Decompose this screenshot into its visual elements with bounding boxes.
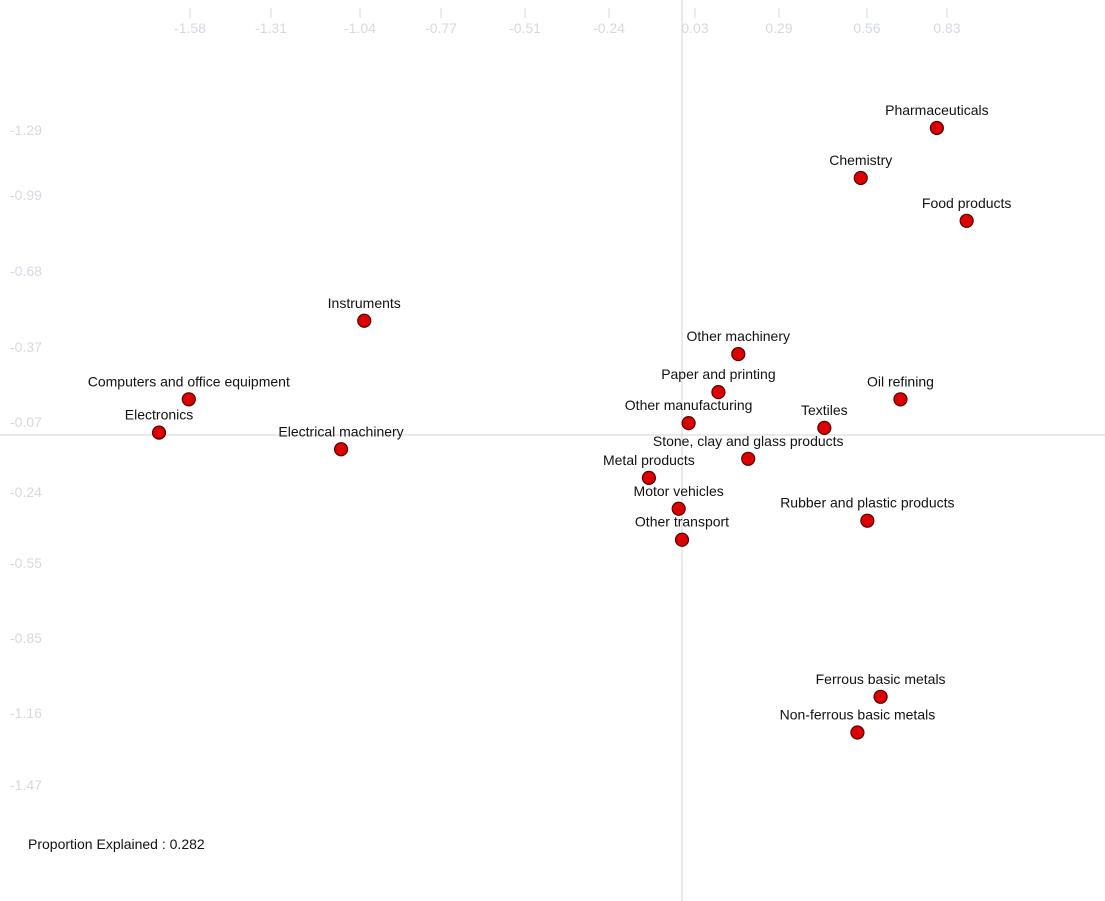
data-point-label: Other machinery	[687, 328, 790, 344]
data-point	[151, 425, 167, 440]
data-point	[333, 442, 349, 457]
data-point-label: Motor vehicles	[634, 483, 724, 499]
data-point	[850, 725, 865, 740]
x-tick-label: -0.51	[509, 20, 541, 36]
data-point	[853, 170, 868, 186]
data-point-label: Rubber and plastic products	[780, 495, 954, 511]
data-point-label: Paper and printing	[661, 366, 775, 382]
data-point-label: Metal products	[603, 452, 695, 468]
y-tick-label: -0.07	[10, 414, 42, 430]
data-point	[929, 120, 944, 136]
data-point-label: Computers and office equipment	[88, 373, 290, 389]
data-point	[741, 451, 756, 466]
data-point-label: Textiles	[801, 402, 848, 418]
data-point	[731, 346, 746, 362]
x-tick-label: -0.24	[593, 20, 625, 36]
data-point-label: Non-ferrous basic metals	[780, 707, 936, 723]
data-point	[671, 501, 686, 516]
data-point-label: Other manufacturing	[625, 397, 753, 413]
data-point	[681, 416, 696, 431]
x-tick-label: -1.58	[174, 20, 206, 36]
y-tick-label: -0.55	[10, 555, 42, 571]
y-tick-label: -1.47	[10, 777, 42, 793]
y-tick-label: -1.29	[10, 122, 42, 138]
data-point-label: Pharmaceuticals	[885, 102, 989, 118]
data-point	[674, 532, 690, 547]
y-tick-label: -1.16	[10, 705, 42, 721]
data-point-label: Other transport	[635, 514, 729, 530]
data-point-label: Chemistry	[829, 152, 892, 168]
x-tick-label: 0.56	[853, 20, 880, 36]
y-tick-labels: -1.29 -0.99 -0.68 -0.37 -0.07 -0.24 -0.55 -0.85…	[10, 122, 42, 793]
data-point-label: Electronics	[125, 407, 193, 423]
data-points: Pharmaceuticals Chemistry Food products Ins…	[88, 102, 1012, 740]
data-point-label: Ferrous basic metals	[816, 671, 946, 687]
data-point-label: Food products	[922, 195, 1012, 211]
data-point	[357, 313, 372, 328]
y-tick-label: -0.24	[10, 484, 42, 500]
data-point-label: Stone, clay and glass products	[653, 433, 844, 449]
x-tick-label: -1.04	[344, 20, 376, 36]
y-tick-label: -0.99	[10, 187, 42, 203]
x-tick-label: 0.03	[681, 20, 708, 36]
data-point	[641, 470, 657, 485]
data-point	[959, 213, 974, 228]
x-tick-labels: -1.58 -1.31 -1.04 -0.77 -0.51 -0.24 0.03 0.29 0.…	[174, 8, 961, 36]
y-tick-label: -0.37	[10, 339, 42, 355]
x-tick-label: -0.77	[425, 20, 457, 36]
y-tick-label: -0.85	[10, 630, 42, 646]
data-point-label: Oil refining	[867, 373, 934, 389]
x-tick-label: -1.31	[255, 20, 287, 36]
data-point	[711, 385, 726, 400]
data-point	[181, 392, 196, 407]
y-tick-label: -0.68	[10, 263, 42, 279]
data-point	[893, 392, 908, 407]
x-tick-label: 0.29	[765, 20, 792, 36]
proportion-explained-note: Proportion Explained : 0.282	[28, 836, 205, 852]
data-point	[873, 689, 888, 704]
data-point-label: Instruments	[328, 295, 401, 311]
data-point	[817, 420, 832, 435]
data-point-label: Electrical machinery	[278, 423, 403, 439]
data-point	[860, 513, 875, 528]
x-tick-label: 0.83	[933, 20, 960, 36]
